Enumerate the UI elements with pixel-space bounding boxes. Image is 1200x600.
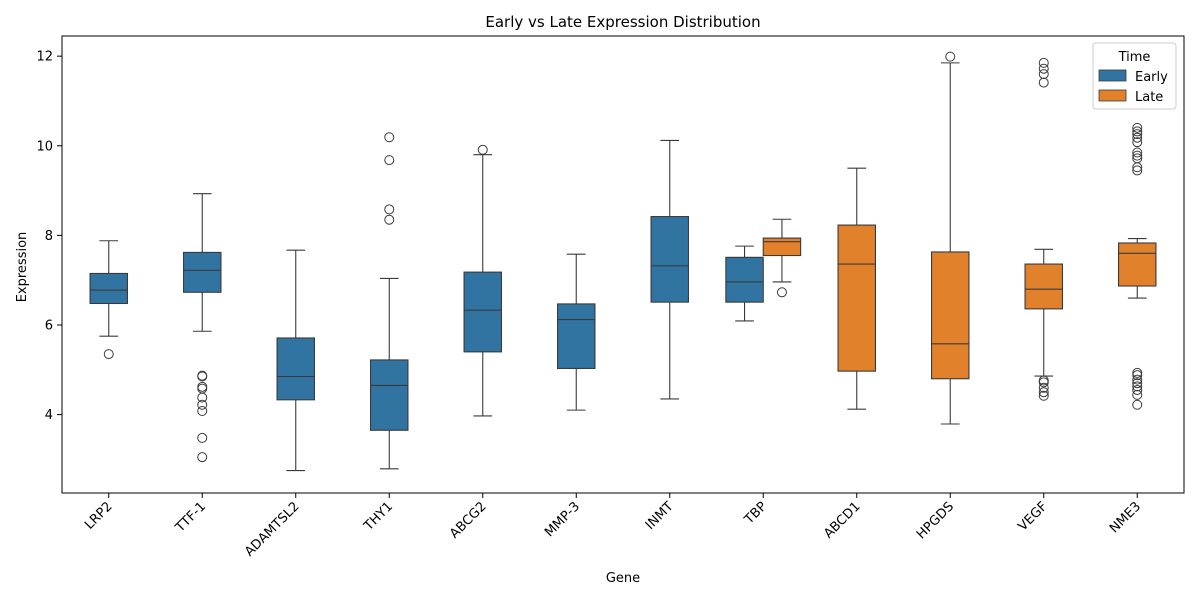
outlier-point [1038, 69, 1049, 80]
outlier-point [384, 155, 395, 166]
box-vegf [1024, 263, 1064, 310]
outlier-point [1132, 374, 1143, 385]
outlier-point [1132, 126, 1143, 137]
outlier-point [1132, 132, 1143, 143]
outlier-point [1132, 147, 1143, 158]
legend-title: Time [1118, 50, 1151, 65]
outlier-point [384, 132, 395, 143]
outlier-point [197, 406, 208, 417]
outlier-point [197, 381, 208, 392]
outlier-point [1132, 129, 1143, 140]
x-tick-label: ABCG2 [447, 499, 489, 541]
series-late [762, 51, 1157, 425]
outlier-point [1038, 387, 1049, 398]
x-axis-label: Gene [606, 571, 640, 586]
box-hpgds [930, 251, 970, 380]
x-tick-label: HPGDS [914, 499, 957, 542]
outlier-point [1132, 367, 1143, 378]
x-tick-label: LRP2 [82, 499, 116, 533]
x-tick-label: THY1 [361, 499, 396, 534]
outlier-point [1132, 381, 1143, 392]
box-nme3 [1118, 242, 1157, 287]
y-tick-label: 12 [36, 50, 53, 65]
box-ttf-1 [183, 251, 222, 293]
y-tick-label: 10 [36, 139, 53, 154]
box-adamtsl2 [276, 337, 315, 401]
box-abcd1 [837, 224, 876, 372]
outlier-point [1132, 399, 1143, 410]
outlier-point [384, 214, 395, 225]
y-tick-label: 4 [45, 408, 53, 423]
legend-label-late: Late [1135, 90, 1163, 105]
x-tick-label: MMP-3 [542, 499, 583, 540]
box-mmp-3 [556, 303, 596, 369]
legend-swatch-early [1098, 69, 1127, 82]
outlier-point [197, 432, 208, 443]
outlier-point [776, 287, 787, 298]
x-tick-label: VEGF [1015, 499, 1050, 534]
legend-label-early: Early [1135, 70, 1168, 85]
box-lrp2 [89, 272, 129, 305]
outlier-point [477, 144, 488, 155]
box-abcg2 [463, 271, 502, 353]
x-tick-label: TTF-1 [172, 499, 209, 536]
y-axis-label: Expression [15, 232, 30, 303]
outlier-point [1038, 63, 1049, 74]
box-tbp [725, 256, 764, 303]
plot-frame [61, 35, 1185, 494]
x-tick-label: ADAMTSL2 [242, 499, 302, 559]
y-tick-label: 8 [45, 229, 53, 244]
outlier-point [1132, 122, 1143, 133]
y-tick-label: 6 [45, 318, 53, 333]
box-tbp [762, 237, 802, 257]
box-thy1 [369, 359, 409, 431]
outlier-point [1038, 375, 1049, 386]
outlier-point [1132, 370, 1143, 381]
x-tick-label: NME3 [1107, 499, 1144, 536]
outlier-point [197, 399, 208, 410]
series-early [89, 132, 764, 472]
outlier-point [1132, 378, 1143, 389]
outlier-point [1132, 153, 1143, 164]
legend-swatch-late [1098, 89, 1127, 102]
chart-title: Early vs Late Expression Distribution [485, 13, 760, 31]
outlier-point [1132, 165, 1143, 176]
outlier-point [1038, 390, 1049, 401]
outlier-point [1132, 150, 1143, 161]
outlier-point [384, 204, 395, 215]
x-tick-label: TBP [741, 499, 770, 528]
outlier-point [945, 51, 956, 62]
outlier-point [1038, 77, 1049, 88]
x-tick-label: INMT [643, 499, 677, 533]
outlier-point [1038, 57, 1049, 68]
legend: Time Early Late [1092, 42, 1177, 110]
plot-area: 4 6 8 10 12 LRP2 TTF-1 ADAMTSL2 THY1 ABCG2 MMP-3 IN… [36, 35, 1185, 560]
x-tick-label: ABCD1 [821, 499, 863, 541]
box-inmt [650, 216, 689, 303]
outlier-point [197, 452, 208, 463]
outlier-point [1038, 382, 1049, 393]
outlier-point [1132, 137, 1143, 148]
outlier-point [103, 349, 114, 360]
outlier-point [197, 370, 208, 381]
outlier-point [1132, 384, 1143, 395]
